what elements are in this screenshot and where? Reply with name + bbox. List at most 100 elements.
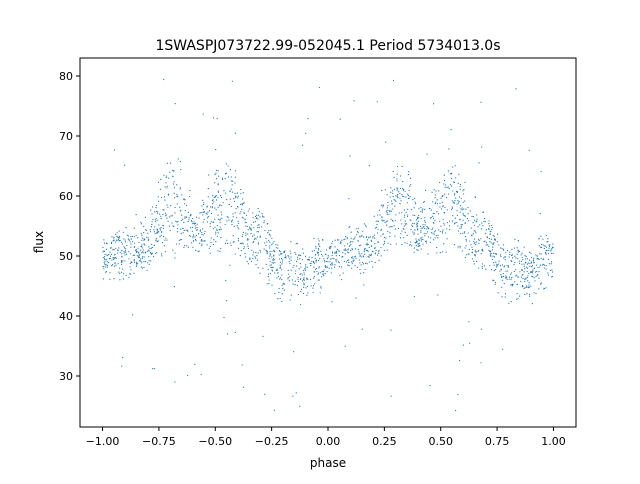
data-point xyxy=(344,253,346,255)
data-point xyxy=(429,241,432,243)
data-point xyxy=(414,197,416,200)
data-point xyxy=(267,273,270,275)
data-point xyxy=(229,190,231,192)
data-point xyxy=(133,242,136,244)
data-point xyxy=(335,252,337,255)
data-point xyxy=(159,213,161,215)
data-point xyxy=(235,195,237,197)
data-point xyxy=(241,235,243,238)
data-point xyxy=(389,196,391,198)
data-point xyxy=(422,243,424,245)
data-point xyxy=(416,249,418,251)
data-point xyxy=(343,238,345,241)
data-point xyxy=(547,241,549,243)
data-point xyxy=(537,266,539,269)
data-point xyxy=(323,275,325,277)
data-point xyxy=(122,231,125,233)
data-point xyxy=(215,178,218,180)
data-point xyxy=(256,217,258,219)
data-point xyxy=(533,267,535,269)
data-point xyxy=(545,265,547,267)
data-point xyxy=(465,245,467,247)
data-point xyxy=(324,266,327,268)
data-point xyxy=(369,236,372,238)
data-point xyxy=(359,255,361,257)
data-point xyxy=(480,228,483,230)
data-point xyxy=(390,395,392,397)
data-point xyxy=(417,216,419,218)
data-point xyxy=(413,247,415,249)
data-point xyxy=(105,270,107,273)
data-point xyxy=(364,248,366,250)
data-point xyxy=(229,264,231,266)
data-point xyxy=(516,247,518,249)
data-point xyxy=(483,220,485,223)
data-point xyxy=(426,228,428,230)
data-point xyxy=(392,170,394,173)
data-point xyxy=(234,182,236,184)
data-point xyxy=(462,344,465,346)
data-point xyxy=(283,283,285,285)
data-point xyxy=(478,238,480,240)
data-point xyxy=(519,271,521,273)
data-point xyxy=(550,263,552,265)
data-point xyxy=(468,220,470,222)
data-point xyxy=(294,272,296,275)
data-point xyxy=(135,250,137,252)
data-point xyxy=(514,238,516,240)
data-point xyxy=(150,209,152,211)
data-point xyxy=(548,249,550,252)
data-point xyxy=(136,265,138,267)
data-point xyxy=(247,233,249,235)
data-point xyxy=(111,264,114,266)
data-point xyxy=(336,239,339,241)
data-point xyxy=(372,235,374,238)
data-point xyxy=(471,249,474,251)
data-point xyxy=(407,197,410,200)
data-point xyxy=(122,260,124,262)
data-point xyxy=(320,253,323,256)
data-point xyxy=(347,264,349,266)
data-point xyxy=(318,266,320,268)
data-point xyxy=(533,261,535,264)
data-point xyxy=(338,239,340,241)
data-point xyxy=(492,242,494,244)
data-point xyxy=(201,205,203,207)
data-point xyxy=(217,218,219,220)
data-point xyxy=(450,177,453,180)
data-point xyxy=(542,259,544,261)
data-point xyxy=(322,271,324,273)
data-point xyxy=(162,225,165,227)
data-points xyxy=(102,78,554,412)
data-point xyxy=(383,219,385,221)
data-point xyxy=(241,208,243,211)
data-point xyxy=(389,210,391,212)
data-point xyxy=(424,217,426,219)
data-point xyxy=(339,274,341,276)
data-point xyxy=(411,225,414,228)
data-point xyxy=(364,262,367,264)
data-point xyxy=(388,213,390,215)
data-point xyxy=(481,146,483,148)
data-point xyxy=(504,293,507,295)
data-point xyxy=(543,248,545,250)
data-point xyxy=(500,255,502,258)
data-point xyxy=(437,213,440,215)
data-point xyxy=(531,256,533,258)
data-point xyxy=(475,243,477,246)
data-point xyxy=(459,211,461,213)
data-point xyxy=(423,200,425,203)
data-point xyxy=(265,237,267,240)
data-point xyxy=(153,231,156,233)
data-point xyxy=(462,219,464,221)
data-point xyxy=(395,214,397,216)
data-point xyxy=(103,261,105,263)
data-point xyxy=(514,261,516,264)
data-point xyxy=(538,288,540,290)
data-point xyxy=(431,191,433,193)
data-point xyxy=(119,273,121,275)
data-point xyxy=(201,245,203,247)
data-point xyxy=(113,239,115,242)
data-point xyxy=(110,253,112,255)
